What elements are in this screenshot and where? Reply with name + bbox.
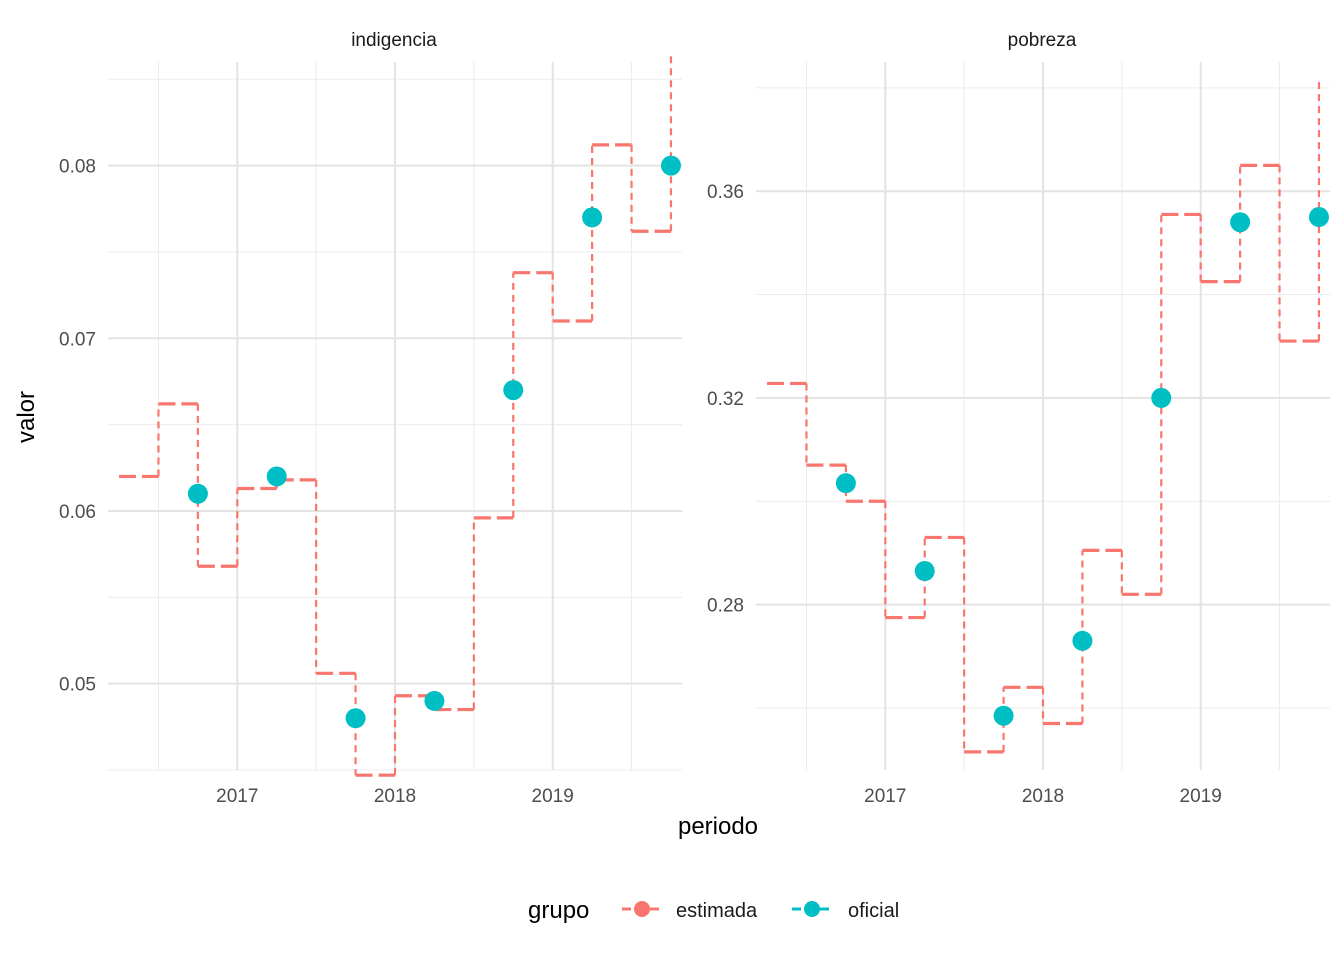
gridlines (756, 62, 1330, 770)
oficial-point (993, 705, 1014, 726)
oficial-point (1308, 207, 1329, 228)
panel-pobreza: pobreza 0.28 0.32 0.36 2017 2018 2019 (707, 30, 1330, 807)
oficial-point (1072, 630, 1093, 651)
oficial-point (345, 708, 366, 729)
oficial-point (582, 207, 603, 228)
y-tick-label: 0.06 (59, 502, 96, 523)
oficial-point (503, 380, 524, 401)
oficial-point (914, 561, 935, 582)
legend-key-estimada (622, 901, 662, 917)
legend-title: grupo (528, 897, 589, 924)
y-tick-label: 0.28 (707, 596, 744, 617)
x-tick-label: 2019 (532, 786, 574, 807)
y-tick-label: 0.08 (59, 157, 96, 178)
y-tick-label: 0.36 (707, 182, 744, 203)
x-tick-label: 2017 (864, 786, 906, 807)
y-axis-title: valor (13, 391, 40, 443)
panel-title-indigencia: indigencia (351, 30, 437, 51)
panel-indigencia: indigencia 0.05 0.06 0.07 0.08 2017 2018 2019 (59, 30, 682, 807)
oficial-point (660, 155, 681, 176)
oficial-point (266, 466, 287, 487)
oficial-point (835, 473, 856, 494)
oficial-point (187, 483, 208, 504)
x-axis-title: periodo (678, 813, 758, 840)
legend-label-oficial: oficial (848, 900, 899, 922)
x-tick-label: 2019 (1180, 786, 1222, 807)
y-tick-label: 0.07 (59, 329, 96, 350)
panel-title-pobreza: pobreza (1008, 30, 1077, 51)
series-oficial (835, 207, 1329, 726)
y-tick-label: 0.32 (707, 389, 744, 410)
oficial-point (1151, 387, 1172, 408)
legend: grupo estimada oficial (528, 897, 899, 924)
x-tick-label: 2018 (374, 786, 416, 807)
legend-key-oficial (792, 901, 832, 917)
series-oficial (187, 155, 681, 729)
gridlines (108, 62, 682, 771)
y-tick-label: 0.05 (59, 675, 96, 696)
oficial-point (424, 690, 445, 711)
x-tick-label: 2017 (216, 786, 258, 807)
oficial-point (1230, 212, 1251, 233)
legend-label-estimada: estimada (676, 900, 758, 922)
x-tick-label: 2018 (1022, 786, 1064, 807)
